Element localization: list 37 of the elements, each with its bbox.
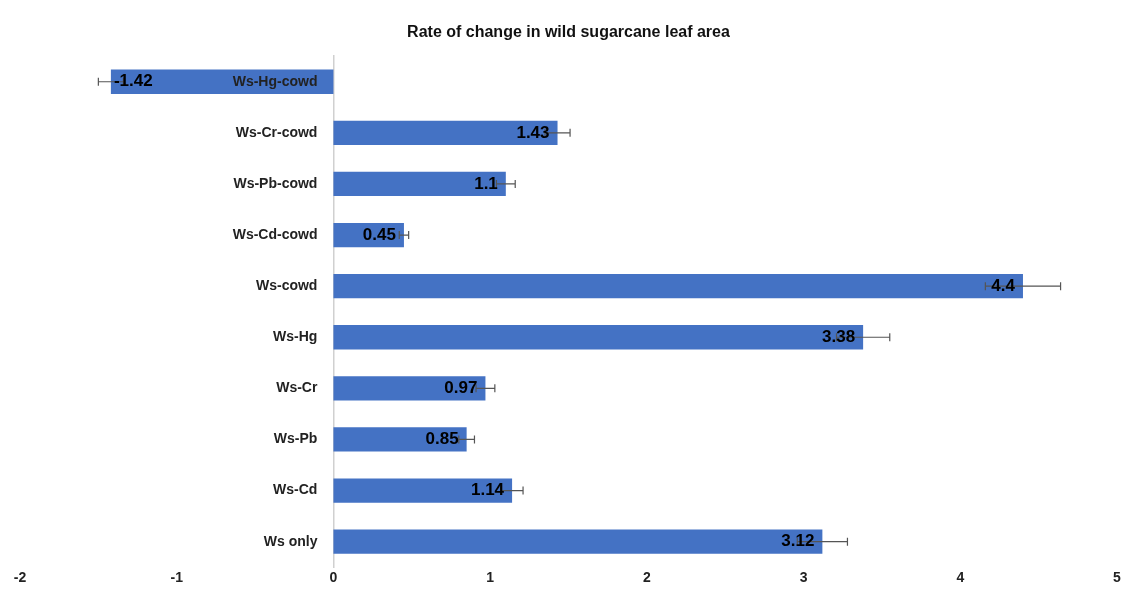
x-tick-label: 4: [956, 569, 965, 586]
y-tick-label: Ws-Cr-cowd: [235, 123, 318, 140]
y-tick-label: Ws only: [263, 532, 318, 549]
x-tick-label: -1: [170, 569, 184, 586]
y-tick-label: Ws-Hg: [273, 328, 318, 345]
bar: [333, 171, 506, 197]
data-label: 3.38: [822, 326, 856, 346]
data-label: 4.4: [991, 275, 1016, 295]
bar: [333, 325, 864, 350]
data-label: 1.14: [470, 480, 505, 500]
x-tick-label: 5: [1113, 569, 1122, 586]
data-label: 0.85: [425, 429, 459, 449]
bar: [333, 274, 1023, 299]
bar: [333, 529, 823, 554]
bar: [333, 478, 513, 503]
data-label: 3.12: [781, 531, 815, 551]
x-tick-label: 2: [642, 569, 651, 586]
y-tick-label: Ws-Pb-cowd: [233, 174, 318, 191]
bar: [333, 376, 486, 401]
data-label: 0.97: [444, 378, 478, 398]
data-label: 1.43: [516, 122, 550, 142]
x-tick-label: 0: [329, 569, 338, 586]
x-tick-label: 1: [486, 569, 495, 586]
data-label: 0.45: [362, 224, 396, 244]
x-tick-label: 3: [799, 569, 808, 586]
y-tick-label: Ws-Cr: [276, 379, 318, 396]
y-tick-label: Ws-Pb: [273, 430, 318, 447]
chart-title: Rate of change in wild sugarcane leaf area: [407, 23, 730, 41]
x-tick-label: -2: [13, 569, 27, 586]
data-label: -1.42: [113, 71, 153, 91]
bar: [333, 120, 558, 145]
bar: [333, 427, 467, 452]
y-tick-label: Ws-Hg-cowd: [232, 72, 318, 89]
y-tick-label: Ws-cowd: [255, 277, 318, 294]
data-label: 1.1: [474, 173, 498, 193]
y-tick-label: Ws-Cd: [273, 481, 318, 498]
y-tick-label: Ws-Cd-cowd: [232, 225, 318, 242]
